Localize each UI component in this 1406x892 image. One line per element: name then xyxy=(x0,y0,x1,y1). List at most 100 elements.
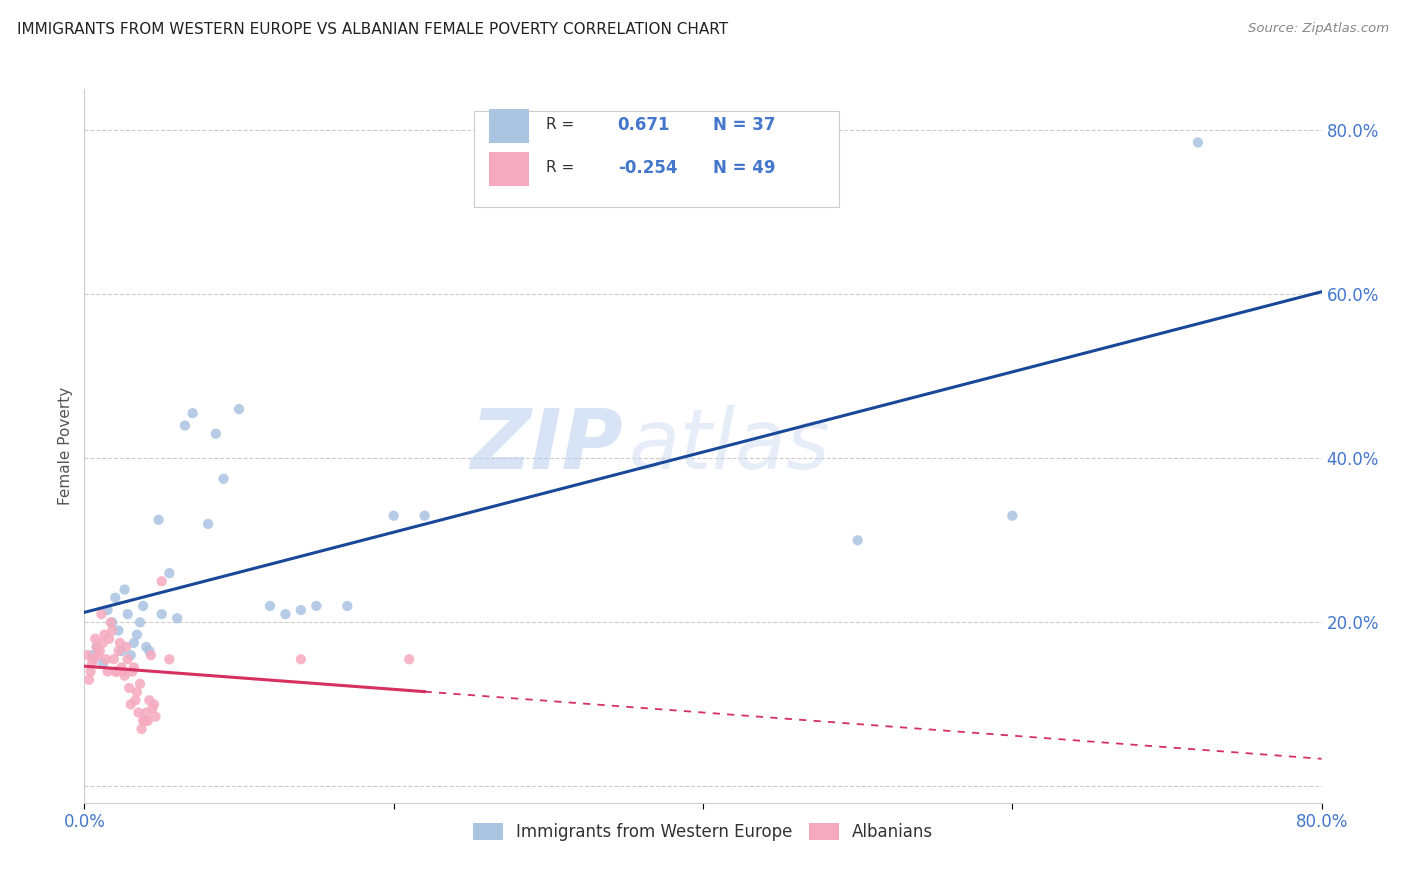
Point xyxy=(112,665,135,679)
Point xyxy=(135,706,157,720)
Point xyxy=(135,640,157,654)
Point xyxy=(101,615,124,630)
Point xyxy=(125,627,148,641)
Point xyxy=(129,615,152,630)
Point xyxy=(131,722,153,736)
Text: 0.671: 0.671 xyxy=(617,116,671,134)
Point xyxy=(94,652,117,666)
Text: N = 49: N = 49 xyxy=(713,159,775,177)
Point xyxy=(103,652,125,666)
Point xyxy=(336,599,359,613)
Text: IMMIGRANTS FROM WESTERN EUROPE VS ALBANIAN FEMALE POVERTY CORRELATION CHART: IMMIGRANTS FROM WESTERN EUROPE VS ALBANI… xyxy=(17,22,728,37)
Point xyxy=(290,652,312,666)
Point xyxy=(114,582,136,597)
Point xyxy=(117,607,139,622)
Y-axis label: Female Poverty: Female Poverty xyxy=(58,387,73,505)
Point xyxy=(1001,508,1024,523)
Point xyxy=(84,632,107,646)
Point xyxy=(107,644,129,658)
Point xyxy=(110,660,132,674)
Text: N = 37: N = 37 xyxy=(713,116,775,134)
Point xyxy=(114,668,136,682)
Point xyxy=(122,636,145,650)
Point xyxy=(120,698,142,712)
Point xyxy=(138,644,160,658)
Point xyxy=(132,599,155,613)
Point xyxy=(143,698,166,712)
Point xyxy=(98,632,121,646)
Point xyxy=(150,574,173,589)
Point xyxy=(145,709,167,723)
Point xyxy=(382,508,405,523)
Point xyxy=(127,706,149,720)
Point xyxy=(139,648,162,662)
Point xyxy=(79,665,101,679)
Point xyxy=(132,714,155,728)
FancyBboxPatch shape xyxy=(489,109,529,143)
Point xyxy=(259,599,281,613)
Point xyxy=(121,665,143,679)
Point xyxy=(86,640,108,654)
Point xyxy=(82,648,104,662)
Point xyxy=(90,607,112,622)
Point xyxy=(87,648,110,662)
Point xyxy=(107,624,129,638)
Point xyxy=(150,607,173,622)
Point xyxy=(136,714,159,728)
Point xyxy=(166,611,188,625)
Point xyxy=(115,640,138,654)
Point xyxy=(101,624,124,638)
Point xyxy=(108,636,131,650)
Point xyxy=(159,652,180,666)
Point xyxy=(124,693,146,707)
Point xyxy=(129,677,152,691)
Text: R =: R = xyxy=(546,118,574,132)
Point xyxy=(120,648,142,662)
Point xyxy=(125,685,148,699)
Point xyxy=(110,644,132,658)
Point xyxy=(1187,136,1209,150)
Point xyxy=(138,693,160,707)
Point xyxy=(122,660,145,674)
Point xyxy=(212,472,235,486)
Point xyxy=(93,627,115,641)
Point xyxy=(134,714,156,728)
Point xyxy=(413,508,436,523)
Text: ZIP: ZIP xyxy=(470,406,623,486)
Point xyxy=(148,513,170,527)
Point xyxy=(141,701,163,715)
Point xyxy=(76,648,98,662)
Point xyxy=(181,406,204,420)
Point xyxy=(159,566,180,581)
Point xyxy=(89,644,111,658)
Point xyxy=(290,603,312,617)
Point xyxy=(398,652,420,666)
Point xyxy=(846,533,869,548)
Point xyxy=(305,599,328,613)
Point xyxy=(274,607,297,622)
Point xyxy=(100,615,122,630)
Point xyxy=(96,665,118,679)
Point xyxy=(174,418,197,433)
Point xyxy=(197,516,219,531)
Point xyxy=(118,681,141,695)
Text: -0.254: -0.254 xyxy=(617,159,678,177)
FancyBboxPatch shape xyxy=(489,152,529,186)
Point xyxy=(117,652,139,666)
Point xyxy=(82,657,104,671)
Text: atlas: atlas xyxy=(628,406,831,486)
Text: Source: ZipAtlas.com: Source: ZipAtlas.com xyxy=(1249,22,1389,36)
Point xyxy=(96,603,118,617)
Point xyxy=(205,426,228,441)
Text: R =: R = xyxy=(546,161,574,175)
FancyBboxPatch shape xyxy=(474,111,839,207)
Point xyxy=(91,636,114,650)
Point xyxy=(228,402,250,417)
Point xyxy=(104,591,127,605)
Point xyxy=(86,640,108,654)
Point xyxy=(105,665,128,679)
Point xyxy=(83,652,105,666)
Point xyxy=(91,657,114,671)
Point xyxy=(104,665,127,679)
Point xyxy=(77,673,100,687)
